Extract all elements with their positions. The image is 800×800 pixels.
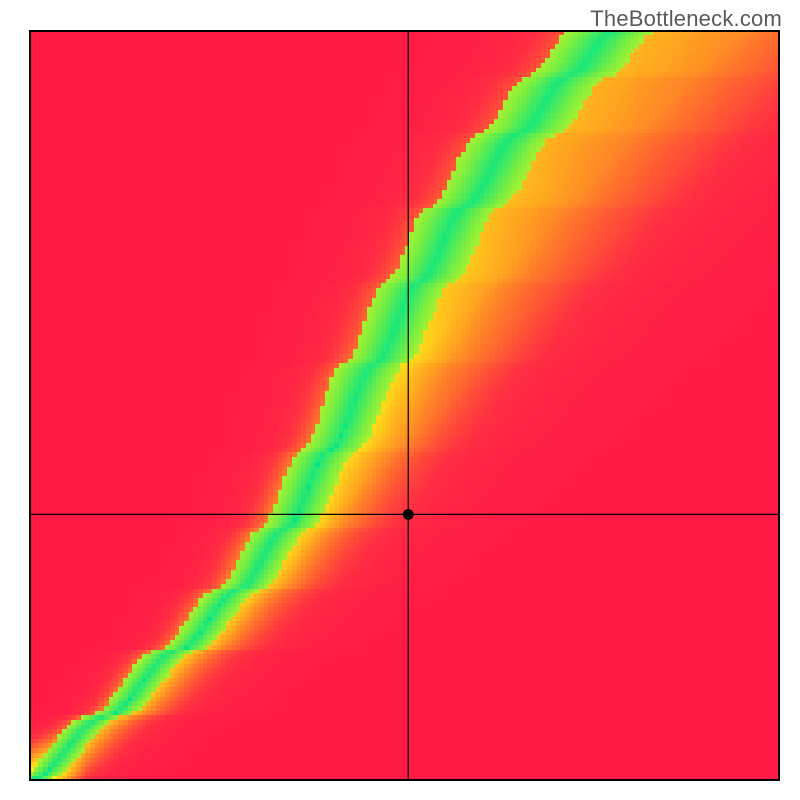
watermark-text: TheBottleneck.com — [590, 6, 782, 32]
heatmap-canvas — [29, 30, 780, 781]
heatmap-frame — [29, 30, 780, 781]
chart-container: TheBottleneck.com — [0, 0, 800, 800]
